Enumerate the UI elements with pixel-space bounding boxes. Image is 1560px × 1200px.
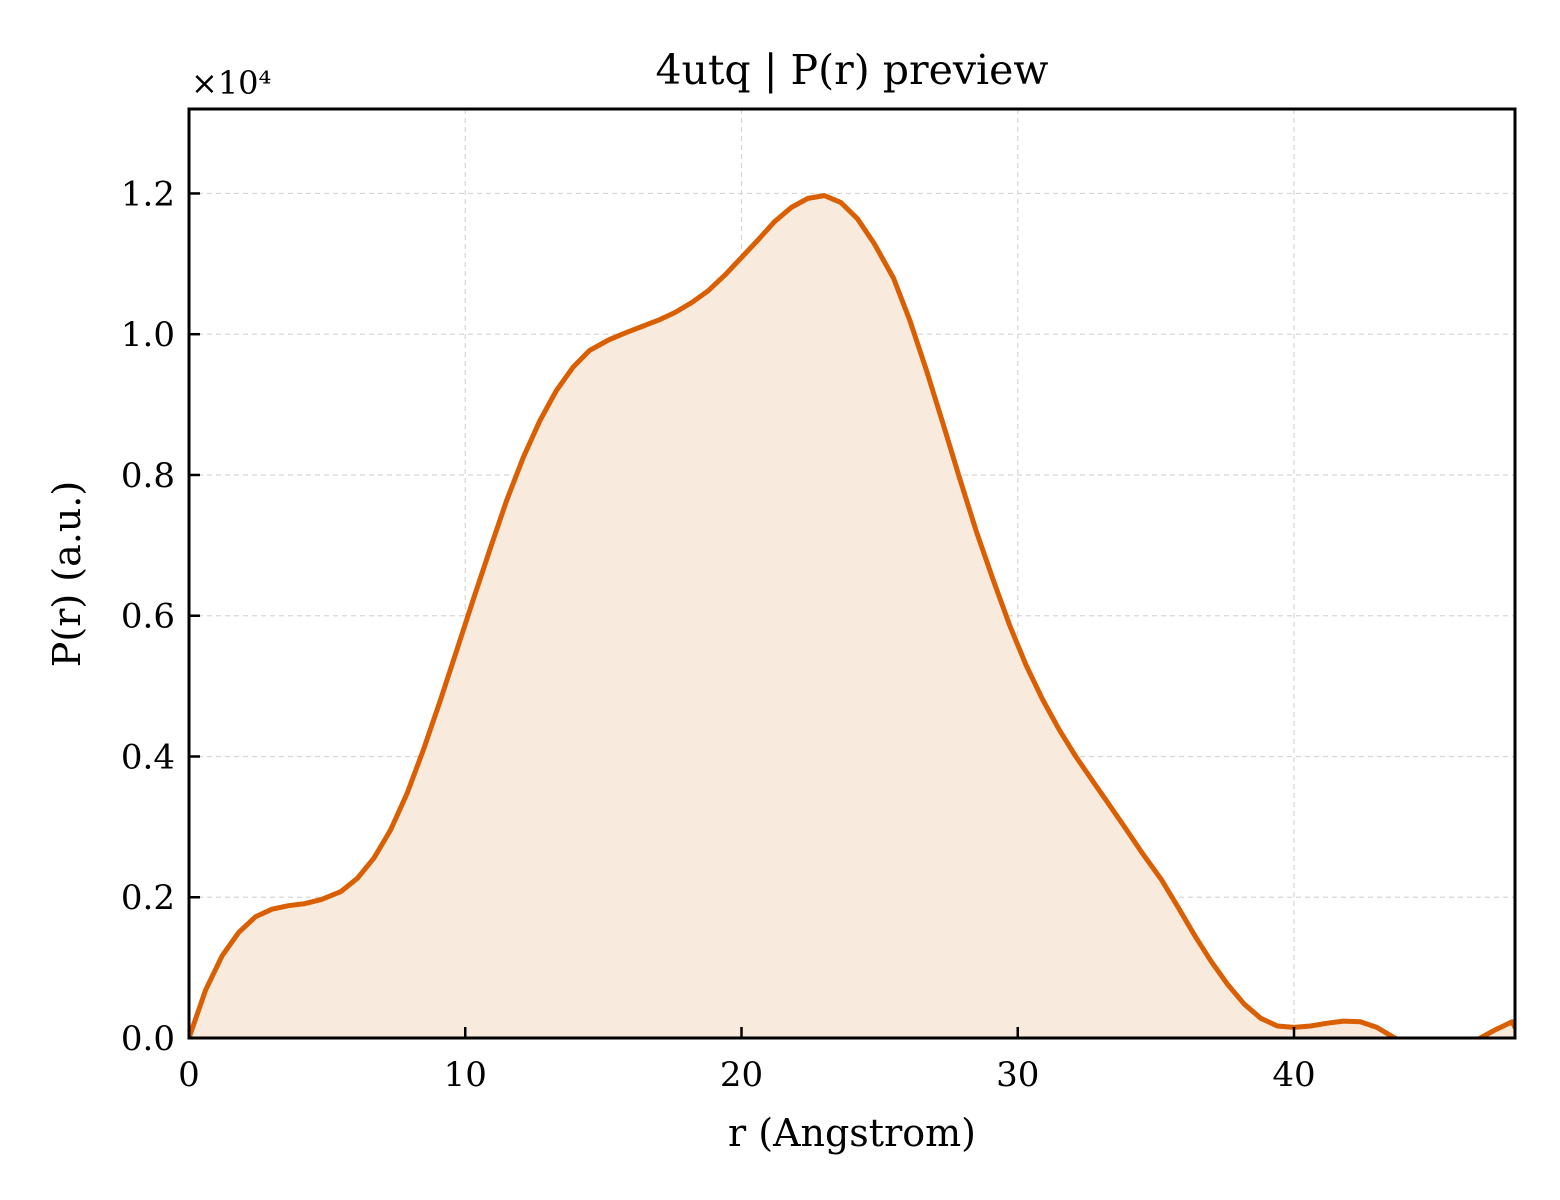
y-tick-label: 0.8 bbox=[121, 456, 175, 496]
y-tick-label: 0.2 bbox=[121, 878, 175, 918]
x-tick-label: 20 bbox=[720, 1055, 763, 1095]
area-fill bbox=[189, 195, 1515, 1038]
y-tick-label: 0.4 bbox=[121, 737, 175, 777]
y-axis-label: P(r) (a.u.) bbox=[45, 481, 89, 667]
y-tick-label: 0.0 bbox=[121, 1019, 175, 1059]
ticks: 0 10 20 30 40 0.0 0.2 0.4 0.6 0.8 1.0 1.2 bbox=[121, 174, 1316, 1095]
y-tick-label: 1.0 bbox=[121, 315, 175, 355]
y-multiplier-label: ×10⁴ bbox=[191, 64, 271, 102]
plot-frame bbox=[187, 107, 1517, 1040]
chart-title: 4utq | P(r) preview bbox=[655, 46, 1048, 94]
x-tick-label: 30 bbox=[996, 1055, 1039, 1095]
y-tick-label: 0.6 bbox=[121, 597, 175, 637]
y-tick-label: 1.2 bbox=[121, 174, 175, 214]
x-tick-label: 40 bbox=[1272, 1055, 1315, 1095]
x-tick-label: 0 bbox=[178, 1055, 200, 1095]
series-line bbox=[189, 193, 1515, 1038]
x-tick-label: 10 bbox=[444, 1055, 487, 1095]
x-axis-label: r (Angstrom) bbox=[728, 1111, 976, 1155]
